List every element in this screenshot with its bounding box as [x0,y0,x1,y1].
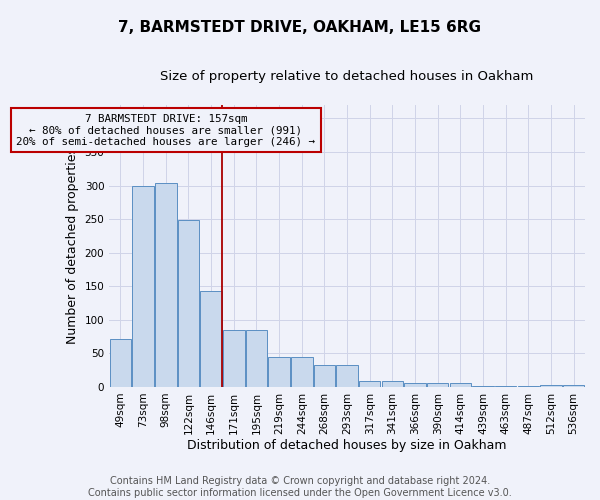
Bar [472,386,494,387]
Bar [404,383,426,387]
Bar [540,385,562,387]
Bar [200,291,222,387]
Bar [427,383,448,387]
Bar [495,386,517,387]
Text: Contains HM Land Registry data © Crown copyright and database right 2024.
Contai: Contains HM Land Registry data © Crown c… [88,476,512,498]
Bar [382,381,403,387]
Y-axis label: Number of detached properties: Number of detached properties [66,148,79,344]
Bar [291,356,313,387]
Bar [359,381,380,387]
Bar [245,330,267,387]
Text: 7 BARMSTEDT DRIVE: 157sqm
← 80% of detached houses are smaller (991)
20% of semi: 7 BARMSTEDT DRIVE: 157sqm ← 80% of detac… [16,114,315,147]
Title: Size of property relative to detached houses in Oakham: Size of property relative to detached ho… [160,70,534,83]
Bar [178,220,199,387]
Bar [155,183,176,387]
Text: 7, BARMSTEDT DRIVE, OAKHAM, LE15 6RG: 7, BARMSTEDT DRIVE, OAKHAM, LE15 6RG [119,20,482,35]
Bar [268,356,290,387]
X-axis label: Distribution of detached houses by size in Oakham: Distribution of detached houses by size … [187,440,507,452]
Bar [449,383,471,387]
Bar [314,366,335,387]
Bar [518,386,539,387]
Bar [337,366,358,387]
Bar [563,385,584,387]
Bar [133,186,154,387]
Bar [223,330,245,387]
Bar [110,338,131,387]
